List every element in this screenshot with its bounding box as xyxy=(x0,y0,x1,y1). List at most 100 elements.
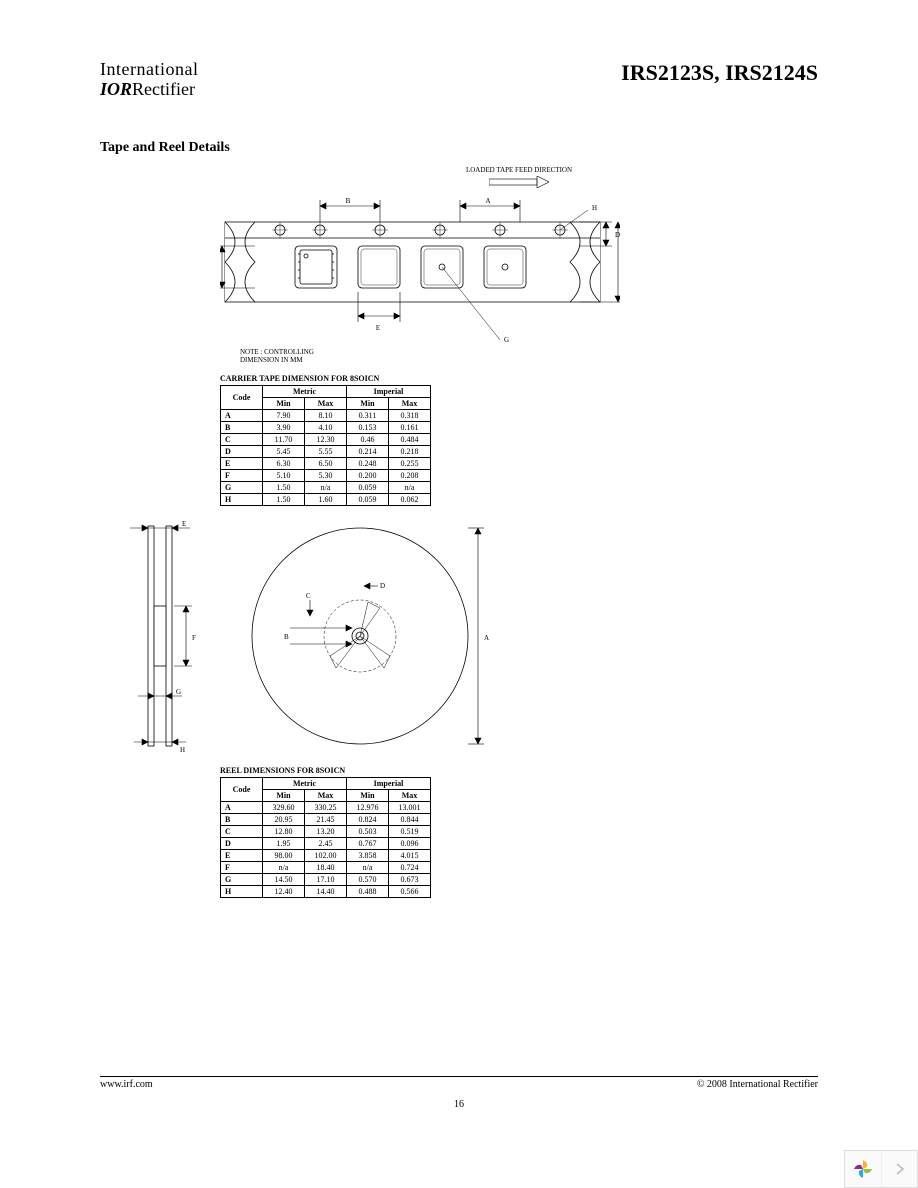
col-min: Min xyxy=(347,398,389,410)
dim-a-label: A xyxy=(484,634,489,642)
table-row: B20.9521.450.8240.844 xyxy=(221,814,431,826)
cell-value: 0.566 xyxy=(389,886,431,898)
cell-value: 0.844 xyxy=(389,814,431,826)
cell-value: 0.488 xyxy=(347,886,389,898)
cell-value: 0.519 xyxy=(389,826,431,838)
dim-h-label: H xyxy=(592,204,597,212)
part-number-title: IRS2123S, IRS2124S xyxy=(621,60,818,86)
cell-value: 5.45 xyxy=(263,446,305,458)
cell-value: 4.015 xyxy=(389,850,431,862)
cell-value: 0.724 xyxy=(389,862,431,874)
col-max: Max xyxy=(389,790,431,802)
cell-value: 21.45 xyxy=(305,814,347,826)
cell-value: 13.20 xyxy=(305,826,347,838)
cell-value: 1.95 xyxy=(263,838,305,850)
cell-value: 0.214 xyxy=(347,446,389,458)
cell-value: 5.10 xyxy=(263,470,305,482)
table-row: D5.455.550.2140.218 xyxy=(221,446,431,458)
cell-value: 5.55 xyxy=(305,446,347,458)
col-min: Min xyxy=(347,790,389,802)
cell-code: E xyxy=(221,850,263,862)
cell-value: 0.673 xyxy=(389,874,431,886)
cell-value: 0.062 xyxy=(389,494,431,506)
cell-value: 2.45 xyxy=(305,838,347,850)
cell-value: 12.30 xyxy=(305,434,347,446)
col-metric: Metric xyxy=(263,386,347,398)
cell-value: 0.255 xyxy=(389,458,431,470)
cell-value: 0.059 xyxy=(347,482,389,494)
company-logo: International IORRectifier xyxy=(100,60,198,100)
cell-value: 8.10 xyxy=(305,410,347,422)
controlling-dimension-note: NOTE : CONTROLLING DIMENSION IN MM xyxy=(240,348,314,365)
cell-value: 0.096 xyxy=(389,838,431,850)
cell-code: A xyxy=(221,802,263,814)
col-metric: Metric xyxy=(263,778,347,790)
cell-value: 12.976 xyxy=(347,802,389,814)
cell-value: 14.40 xyxy=(305,886,347,898)
col-code: Code xyxy=(221,386,263,410)
dim-a-label: A xyxy=(485,197,490,205)
table-row: Fn/a18.40n/a0.724 xyxy=(221,862,431,874)
cell-value: n/a xyxy=(305,482,347,494)
cell-value: 0.484 xyxy=(389,434,431,446)
col-imperial: Imperial xyxy=(347,386,431,398)
cell-value: 0.218 xyxy=(389,446,431,458)
reel-table-block: REEL DIMENSIONS FOR 8SOICN Code Metric I… xyxy=(220,766,480,898)
dim-e-label: E xyxy=(182,520,186,528)
section-title: Tape and Reel Details xyxy=(100,140,818,156)
page: International IORRectifier IRS2123S, IRS… xyxy=(0,0,918,1140)
dim-f-label: F xyxy=(192,634,196,642)
reel-front-diagram: A B C D xyxy=(230,516,490,756)
cell-value: 6.30 xyxy=(263,458,305,470)
cell-code: B xyxy=(221,422,263,434)
col-max: Max xyxy=(389,398,431,410)
cell-code: F xyxy=(221,470,263,482)
cell-value: 102.00 xyxy=(305,850,347,862)
footer-url: www.irf.com xyxy=(100,1079,153,1090)
cell-value: 0.46 xyxy=(347,434,389,446)
dim-h-label: H xyxy=(180,746,185,754)
cell-value: 0.503 xyxy=(347,826,389,838)
footer-copyright: © 2008 International Rectifier xyxy=(697,1079,818,1090)
col-max: Max xyxy=(305,790,347,802)
cell-value: 12.80 xyxy=(263,826,305,838)
cell-value: 0.153 xyxy=(347,422,389,434)
reel-dimensions-table: Code Metric Imperial Min Max Min Max A32… xyxy=(220,777,431,898)
tape-diagram-block: LOADED TAPE FEED DIRECTION B A xyxy=(220,166,818,365)
cell-code: E xyxy=(221,458,263,470)
pinwheel-icon xyxy=(852,1158,874,1180)
table-row: C12.8013.200.5030.519 xyxy=(221,826,431,838)
carrier-tape-table: Code Metric Imperial Min Max Min Max A7.… xyxy=(220,385,431,506)
cell-value: 3.90 xyxy=(263,422,305,434)
cell-code: H xyxy=(221,886,263,898)
logo-line-2: IORRectifier xyxy=(100,80,198,100)
cell-code: B xyxy=(221,814,263,826)
next-page-button[interactable] xyxy=(881,1151,917,1187)
cell-value: 14.50 xyxy=(263,874,305,886)
reel-side-diagram: E F G H xyxy=(120,516,200,756)
dim-g-label: G xyxy=(504,336,509,342)
table-row: B3.904.100.1530.161 xyxy=(221,422,431,434)
cell-value: 6.50 xyxy=(305,458,347,470)
cell-value: n/a xyxy=(263,862,305,874)
cell-value: 12.40 xyxy=(263,886,305,898)
cell-value: 13.001 xyxy=(389,802,431,814)
viewer-nav-widget xyxy=(844,1150,918,1188)
cell-value: 329.60 xyxy=(263,802,305,814)
table-row: G1.50n/a0.059n/a xyxy=(221,482,431,494)
cell-value: 0.059 xyxy=(347,494,389,506)
cell-value: 17.10 xyxy=(305,874,347,886)
reel-diagram-block: E F G H xyxy=(120,516,818,756)
dim-d-label: D xyxy=(615,231,620,239)
viewer-logo-button[interactable] xyxy=(845,1151,881,1187)
cell-value: 0.824 xyxy=(347,814,389,826)
cell-value: 0.311 xyxy=(347,410,389,422)
cell-code: G xyxy=(221,482,263,494)
table-row: A329.60330.2512.97613.001 xyxy=(221,802,431,814)
chevron-right-icon xyxy=(895,1162,905,1176)
cell-code: D xyxy=(221,446,263,458)
cell-code: C xyxy=(221,434,263,446)
cell-value: 4.10 xyxy=(305,422,347,434)
cell-code: D xyxy=(221,838,263,850)
cell-code: F xyxy=(221,862,263,874)
